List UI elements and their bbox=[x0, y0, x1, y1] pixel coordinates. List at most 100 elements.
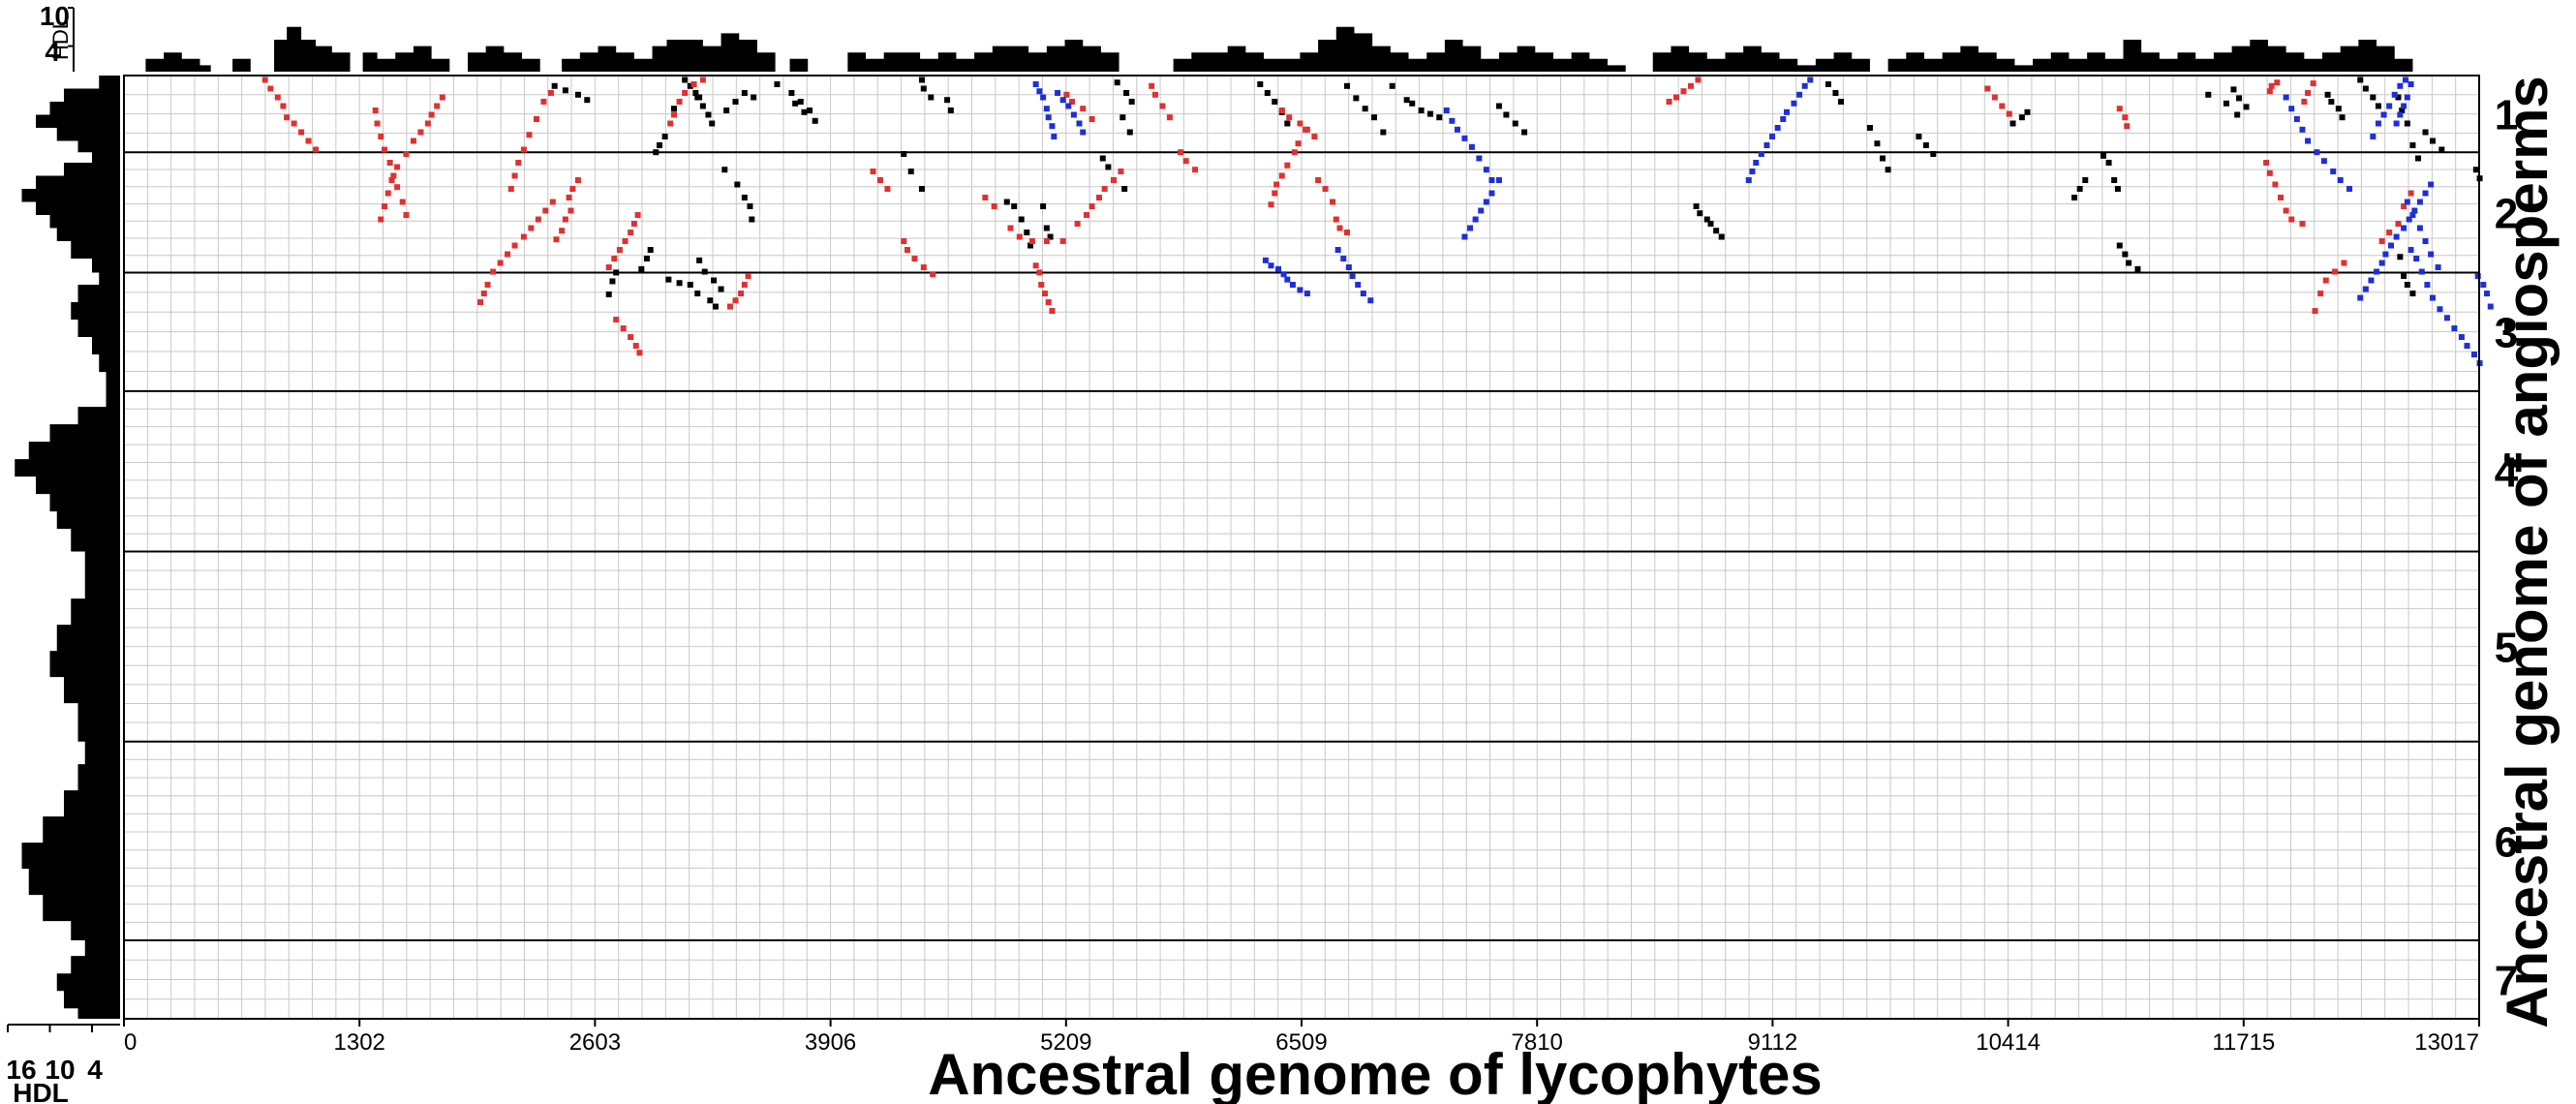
synteny-point bbox=[632, 343, 639, 350]
synteny-point bbox=[2404, 94, 2410, 101]
synteny-point bbox=[1089, 203, 1095, 210]
synteny-point bbox=[2429, 138, 2436, 144]
synteny-point bbox=[2317, 291, 2324, 297]
top-hdl-histogram bbox=[68, 7, 2479, 72]
synteny-point bbox=[1028, 238, 1035, 245]
synteny-point bbox=[1483, 199, 1489, 205]
synteny-point bbox=[1128, 99, 1135, 106]
synteny-point bbox=[1336, 225, 1343, 231]
synteny-point bbox=[403, 151, 410, 158]
synteny-point bbox=[434, 103, 441, 109]
synteny-point bbox=[1495, 177, 1502, 184]
synteny-point bbox=[520, 233, 527, 240]
synteny-point bbox=[274, 94, 281, 101]
synteny-point bbox=[2320, 158, 2327, 165]
synteny-point bbox=[2111, 177, 2118, 184]
synteny-point bbox=[417, 129, 424, 136]
synteny-point bbox=[480, 291, 487, 297]
synteny-point bbox=[1707, 221, 1714, 228]
synteny-point bbox=[2404, 282, 2410, 289]
synteny-point bbox=[2388, 242, 2395, 249]
synteny-point bbox=[1713, 228, 1720, 234]
synteny-point bbox=[2339, 114, 2346, 121]
synteny-point bbox=[884, 186, 891, 193]
synteny-point bbox=[1838, 99, 1845, 106]
synteny-point bbox=[378, 134, 384, 140]
synteny-point bbox=[1999, 103, 2006, 109]
synteny-point bbox=[749, 216, 755, 223]
synteny-point bbox=[2451, 325, 2458, 332]
synteny-point bbox=[1449, 117, 1456, 124]
synteny-point bbox=[2234, 111, 2241, 118]
x-tick-label: 10414 bbox=[1976, 1029, 2040, 1056]
synteny-point bbox=[515, 160, 522, 167]
synteny-point bbox=[2397, 111, 2404, 118]
synteny-point bbox=[1264, 90, 1271, 97]
synteny-point bbox=[2312, 308, 2318, 315]
synteny-point bbox=[1045, 114, 1052, 121]
synteny-point bbox=[616, 247, 623, 254]
synteny-point bbox=[382, 203, 388, 210]
synteny-point bbox=[636, 350, 643, 356]
synteny-point bbox=[2437, 306, 2443, 313]
synteny-point bbox=[2332, 268, 2339, 275]
synteny-point bbox=[2382, 251, 2389, 258]
synteny-point bbox=[1059, 97, 1066, 104]
synteny-point bbox=[2288, 106, 2295, 112]
synteny-point bbox=[2401, 103, 2407, 109]
synteny-point bbox=[584, 97, 591, 104]
x-axis-title: Ancestral genome of lycophytes bbox=[928, 1042, 1823, 1104]
synteny-point bbox=[738, 291, 745, 297]
synteny-point bbox=[711, 277, 718, 284]
synteny-point bbox=[2378, 238, 2385, 245]
synteny-point bbox=[1495, 103, 1502, 109]
synteny-point bbox=[2299, 126, 2306, 133]
chromosome-label: 6 bbox=[2495, 818, 2518, 866]
synteny-point bbox=[1289, 282, 1296, 289]
synteny-point bbox=[801, 108, 808, 115]
synteny-point bbox=[1680, 88, 1687, 95]
synteny-point bbox=[1345, 264, 1352, 271]
synteny-point bbox=[2428, 251, 2435, 258]
synteny-point bbox=[911, 256, 918, 262]
synteny-point bbox=[553, 236, 560, 243]
synteny-point bbox=[390, 172, 397, 179]
synteny-point bbox=[1360, 291, 1366, 297]
synteny-point bbox=[261, 77, 268, 83]
synteny-point bbox=[2395, 94, 2402, 101]
synteny-point bbox=[657, 142, 663, 149]
synteny-point bbox=[520, 146, 527, 153]
synteny-point bbox=[747, 203, 753, 210]
synteny-point bbox=[1089, 116, 1095, 123]
synteny-point bbox=[1984, 85, 1991, 92]
synteny-point bbox=[2263, 160, 2270, 167]
synteny-point bbox=[928, 94, 935, 101]
synteny-point bbox=[918, 186, 925, 193]
synteny-point bbox=[1080, 106, 1087, 112]
synteny-point bbox=[2464, 343, 2470, 350]
synteny-point bbox=[2335, 106, 2342, 112]
synteny-point bbox=[2474, 273, 2481, 280]
synteny-point bbox=[1074, 221, 1081, 228]
synteny-point bbox=[1126, 129, 1133, 136]
synteny-point bbox=[1801, 82, 1808, 89]
synteny-point bbox=[2341, 260, 2347, 266]
synteny-point bbox=[382, 146, 388, 153]
synteny-point bbox=[2429, 294, 2436, 301]
synteny-point bbox=[2278, 195, 2285, 201]
synteny-point bbox=[2401, 203, 2407, 210]
synteny-point bbox=[1930, 151, 1937, 158]
synteny-point bbox=[1065, 103, 1072, 109]
synteny-point bbox=[2082, 177, 2089, 184]
synteny-point bbox=[653, 149, 659, 156]
x-tick-label: 13017 bbox=[2414, 1029, 2479, 1056]
synteny-point bbox=[1343, 82, 1350, 89]
synteny-point bbox=[1003, 199, 1010, 205]
synteny-point bbox=[1461, 135, 1468, 141]
synteny-point bbox=[1041, 291, 1048, 297]
synteny-point bbox=[694, 94, 701, 101]
synteny-point bbox=[907, 169, 914, 175]
synteny-point bbox=[507, 186, 514, 193]
y-axis-title: Ancestral genome of angiosperms bbox=[2495, 76, 2560, 1028]
synteny-point bbox=[567, 207, 574, 214]
